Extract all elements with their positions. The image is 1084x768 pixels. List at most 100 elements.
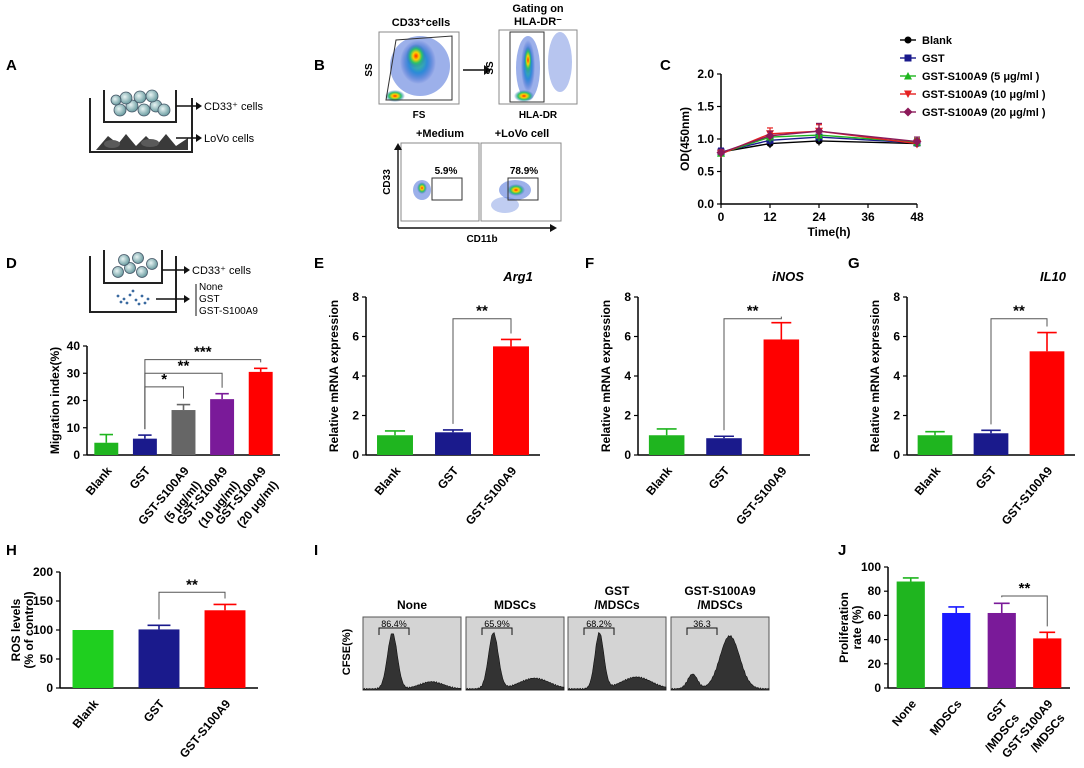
category-label: GST [435,463,462,491]
legend-label: GST-S100A9 (10 μg/ml ) [922,89,1046,101]
category-label: Blank [912,464,944,498]
bar [896,581,925,688]
chart-c: C 0.0 0.5 1.0 1.5 2.0 0 12 24 36 48 OD(450nm) Time(h… [660,35,1046,239]
marker-diamond [903,107,913,117]
category-label: Blank [83,464,115,498]
b-tl-title: CD33⁺cells [392,17,450,29]
marker-circle [904,36,912,44]
significance-label: ** [1013,303,1025,320]
marker-square [904,54,912,62]
y-tick-label: 20 [67,394,81,408]
marker-diamond [716,148,726,158]
chart-f: F 0 2 4 6 8 Relative mRNA expression iNOS Blank G… [585,255,810,528]
i-ylabel: CFSE(%) [341,628,353,675]
category-label: GST-S100A9 [999,464,1056,528]
bar [171,410,196,455]
b-bottom-pct2: 78.9% [510,166,538,177]
y-tick-label: 0.0 [697,197,714,211]
panel-d-diagram: D CD33⁺ cells None GST GST-S100A9 [6,250,258,317]
histogram-title: /MDSCs [697,598,743,612]
bar [248,371,273,455]
histogram-title: None [397,598,427,612]
y-tick-label: 100 [861,560,881,574]
gate-bracket [378,627,410,635]
b-bottom-plot-1 [400,142,480,222]
series-3: GST-S100A9 (10 μg/ml ) [717,89,1046,158]
y-label: ROS levels [9,598,23,661]
category-label: GST [973,463,1000,491]
bar [1033,638,1062,688]
label-d-cd33: CD33⁺ cells [192,265,251,277]
significance-bracket [723,316,782,431]
b-tr-title-2: HLA-DR⁻ [514,16,562,28]
category-label: GST-S100A9 [463,464,520,528]
series-line [720,140,918,153]
b-bottom-col1: +Medium [416,128,464,140]
b-tr-ylabel: SS [485,61,496,75]
outer-well [89,98,193,153]
bar [973,433,1009,455]
histogram-title: GST [605,584,630,598]
gate-bracket [583,627,615,635]
bar [435,432,471,455]
chart-g: G 0 2 4 6 8 Relative mRNA expression IL10 Blank G… [848,255,1075,528]
category-label: GST [127,463,154,491]
panel-letter: H [6,542,17,559]
bar [132,438,157,455]
series-line [720,136,918,153]
y-tick-label: 100 [33,623,53,637]
y-label: Relative mRNA expression [868,300,882,452]
b-bottom-density [413,180,531,213]
histogram-curve [465,632,565,691]
significance-label: * [161,371,167,388]
histogram-1: MDSCs 65.9% [465,598,565,691]
y-tick-label: 8 [352,290,359,304]
b-bottom-gate-1 [431,177,463,201]
lovo-cell-layer [96,134,188,150]
y-tick-label: 20 [868,657,882,671]
panel-letter: F [585,255,594,272]
series-4: GST-S100A9 (20 μg/ml ) [716,107,1046,158]
histogram-curve [362,633,462,691]
y-tick-label: 0 [46,681,53,695]
series-2: GST-S100A9 (5 μg/ml ) [717,71,1040,157]
category-label: Blank [70,697,102,731]
significance-bracket [144,359,262,430]
arrowhead [196,102,202,110]
significance-label: ** [1019,580,1031,597]
chart-j: J 0 20 40 60 80 100 Proliferation rate (%) None MD… [837,542,1070,761]
panel-a-letter: A [6,57,17,74]
transwell-diagram-a: CD33⁺ cells LoVo cells [89,89,263,153]
significance-label: ** [186,576,198,593]
arrowhead [184,266,190,274]
category-label: GST-S100A9 [733,464,790,528]
histogram-frame [465,616,565,691]
bar [210,399,235,455]
b-tr-density [514,32,572,102]
label-lovo-cells: LoVo cells [204,133,255,145]
panel-b-letter: B [314,57,325,74]
y-tick-label: 8 [893,290,900,304]
category-label: Blank [372,464,404,498]
arrowhead [196,134,202,142]
x-tick-label: 24 [812,210,826,224]
outer-well-d [89,256,177,313]
marker-triangle-down [904,90,912,98]
marker-triangle-up [904,72,912,80]
bar [706,438,742,455]
y-tick-label: 200 [33,565,53,579]
y-tick-label: 4 [624,369,631,383]
bar [138,629,180,688]
significance-label: *** [194,344,212,361]
gate-bracket [481,627,513,635]
y-tick-label: 0.5 [697,165,714,179]
y-label: Migration index(%) [48,347,62,454]
significance-bracket [452,318,512,424]
y-label: Relative mRNA expression [599,300,613,452]
arrowhead [184,295,190,303]
chemoattractant-dots [116,289,150,306]
gate-percent: 36.3 [693,619,711,629]
x-tick-label: 48 [910,210,924,224]
label-d-gst: GST [199,294,220,305]
